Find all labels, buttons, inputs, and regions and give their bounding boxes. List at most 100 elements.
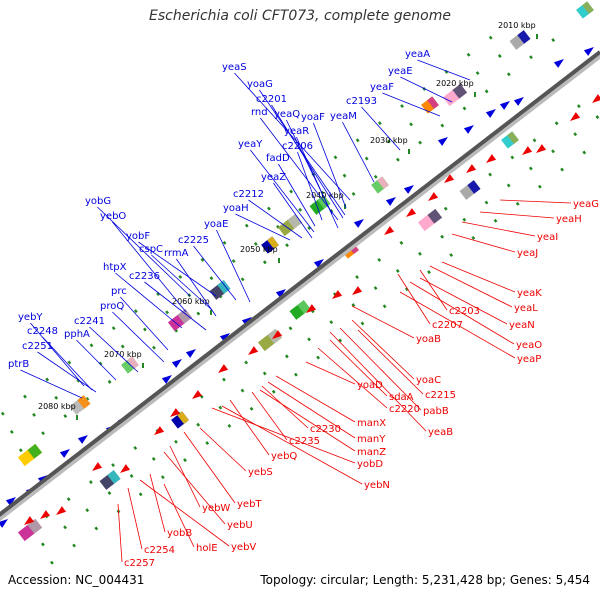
guide-dash <box>289 189 294 194</box>
bottom-leader-line <box>163 451 226 525</box>
guide-dash <box>98 361 103 366</box>
top-leader-line <box>273 182 313 239</box>
forward-gene-arrow-shape <box>275 288 286 298</box>
guide-dash <box>244 223 249 228</box>
top-gene-label: c2241 <box>74 316 105 327</box>
gene-arrows <box>0 46 600 528</box>
guide-dash <box>360 321 365 326</box>
top-leader-line <box>120 296 169 351</box>
forward-gene-arrow-shape <box>171 358 182 368</box>
reverse-gene-arrow <box>306 304 317 314</box>
guide-dash <box>307 337 311 342</box>
feature-blocks <box>17 1 594 542</box>
guide-dash <box>355 138 360 143</box>
guide-dash <box>462 106 467 111</box>
top-gene-label: prc <box>111 286 127 297</box>
top-gene-label: yebO <box>100 211 126 222</box>
forward-gene-arrow-shape <box>403 184 414 194</box>
guide-dash <box>63 525 67 530</box>
bottom-leader-line <box>259 389 356 452</box>
guide-dash <box>205 441 210 445</box>
forward-gene-arrow-shape <box>463 124 474 134</box>
bottom-gene-label: yebS <box>248 467 273 478</box>
tick-mark <box>408 149 410 154</box>
guide-dash <box>576 104 581 109</box>
guide-dash <box>85 508 90 513</box>
top-gene-label: c2248 <box>27 326 58 337</box>
top-gene-label: proQ <box>100 301 124 312</box>
guide-dash <box>497 54 502 58</box>
guide-dash <box>404 287 409 292</box>
tick-mark <box>474 92 476 97</box>
tick-mark <box>142 363 144 368</box>
bottom-gene-label: yeaK <box>517 288 542 299</box>
bottom-leader-line <box>117 503 123 563</box>
forward-gene-arrow-shape <box>77 434 88 444</box>
reverse-gene-arrow <box>120 464 131 474</box>
reverse-gene-arrow-shape <box>192 390 203 400</box>
guide-dash <box>595 115 600 120</box>
guide-dash <box>307 226 312 231</box>
bottom-leader-line <box>329 339 388 397</box>
guide-dash <box>143 327 147 332</box>
top-gene-label: c2251 <box>22 341 53 352</box>
tick-mark <box>210 310 212 315</box>
bottom-leader-line <box>499 199 572 204</box>
axis-line <box>0 50 600 517</box>
bottom-gene-label: c2220 <box>389 404 420 415</box>
reverse-gene-arrow <box>332 290 343 300</box>
guide-dash <box>427 270 431 275</box>
forward-gene-arrow <box>485 108 496 118</box>
forward-gene-arrow-shape <box>583 46 594 56</box>
guide-dash <box>386 139 391 144</box>
guide-dash <box>222 240 227 245</box>
guide-dash <box>466 52 471 57</box>
axis-shadow <box>0 50 600 522</box>
feature-block <box>417 208 443 232</box>
feature-block <box>167 308 193 332</box>
bottom-gene-label: yebN <box>364 480 390 491</box>
guide-dash <box>351 303 356 308</box>
guide-dash <box>196 311 201 316</box>
reverse-gene-arrow-shape <box>170 408 181 418</box>
feature-block <box>501 131 519 149</box>
bottom-gene-label: manX <box>357 418 386 429</box>
top-gene-label: yeaF <box>370 82 394 93</box>
forward-gene-arrow-shape <box>0 518 8 528</box>
feature-block <box>171 411 189 429</box>
guide-dash <box>338 338 343 343</box>
bottom-leader-line <box>211 407 356 464</box>
bottom-leader-line <box>199 427 247 472</box>
guide-dash <box>18 448 23 453</box>
feature-block-rect <box>107 470 121 484</box>
feature-block <box>277 213 303 237</box>
guide-dash <box>222 377 226 382</box>
tick-label: 2010 kbp <box>498 21 536 30</box>
guide-dash <box>200 257 205 262</box>
guide-dash <box>267 206 271 211</box>
top-gene-label: yeaR <box>284 126 309 137</box>
bottom-gene-label: c2254 <box>144 545 175 556</box>
guide-dash <box>316 355 320 360</box>
guide-dash <box>506 183 511 188</box>
feature-block <box>261 236 279 254</box>
top-gene-label: c2236 <box>129 271 160 282</box>
bottom-leader-line <box>451 233 516 253</box>
reverse-gene-arrow-shape <box>536 144 547 154</box>
guide-dash <box>355 275 359 280</box>
top-gene-label: cspC <box>139 244 163 255</box>
bottom-leader-line <box>357 329 424 395</box>
forward-gene-arrow <box>219 332 230 342</box>
bottom-leader-line <box>267 381 356 439</box>
reverse-gene-arrow-shape <box>218 364 229 374</box>
guide-dash <box>244 360 249 365</box>
guide-dash <box>288 326 293 331</box>
forward-gene-arrow <box>499 100 510 110</box>
tick-mark <box>278 258 280 263</box>
kbp-ticks: 2010 kbp 2020 kbp 2030 kbp 2040 kbp 2050 kbp… <box>38 21 538 420</box>
bottom-leader-line <box>221 405 363 485</box>
guide-dash <box>377 121 382 126</box>
forward-gene-arrow <box>0 518 8 528</box>
reverse-gene-arrow-shape <box>154 426 165 436</box>
bottom-leader-line <box>261 385 309 429</box>
